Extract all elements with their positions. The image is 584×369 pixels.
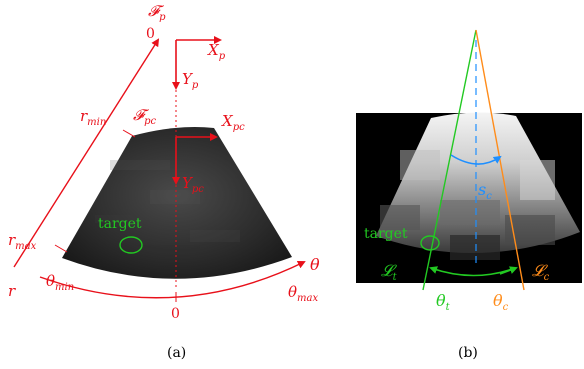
r-axis-label: r	[8, 282, 16, 300]
target-ellipse-b	[420, 235, 440, 251]
r-max-tick	[54, 244, 68, 253]
target-line	[422, 29, 477, 291]
theta-min-label: θmin	[46, 272, 74, 293]
origin-zero-label: 0	[146, 26, 155, 42]
target-ellipse-a	[119, 236, 143, 254]
r-max-label: rmax	[8, 231, 37, 252]
ultrasound-sector-image	[62, 127, 292, 279]
target-label-a: target	[98, 216, 142, 232]
theta-t-label: θt	[436, 291, 451, 313]
theta-label: θ	[310, 255, 320, 274]
panel-b: sc target 𝓛t 𝓛c θt θc (b)	[356, 29, 582, 361]
y-pc-label: Ypc	[182, 174, 204, 195]
bottom-zero-label: 0	[171, 306, 180, 322]
theta-c-label: θc	[493, 291, 509, 313]
caption-b: (b)	[458, 345, 478, 361]
theta-arc	[39, 261, 306, 299]
speckle-texture	[95, 160, 240, 254]
r-axis-line	[13, 38, 160, 268]
target-label-b: target	[364, 226, 408, 242]
theta-difference-tip	[499, 266, 518, 275]
probe-face	[129, 123, 217, 136]
x-p-label: Xp	[207, 41, 226, 62]
frame-probe-label: 𝓕p	[148, 2, 166, 23]
caption-a: (a)	[167, 345, 186, 361]
panel-a: 𝓕p 0 Xp Yp rmin 𝓕pc Xpc Ypc target rmax …	[8, 2, 320, 361]
frame-pc-label: 𝓕pc	[133, 106, 156, 127]
s-c-label: sc	[478, 180, 492, 202]
r-min-tick	[122, 129, 136, 138]
r-min-label: rmin	[80, 107, 106, 128]
s-c-arc	[450, 154, 502, 165]
map-texture	[380, 150, 555, 260]
y-p-label: Yp	[182, 70, 199, 91]
x-pc-label: Xpc	[221, 112, 245, 133]
theta-max-label: θmax	[288, 283, 318, 304]
